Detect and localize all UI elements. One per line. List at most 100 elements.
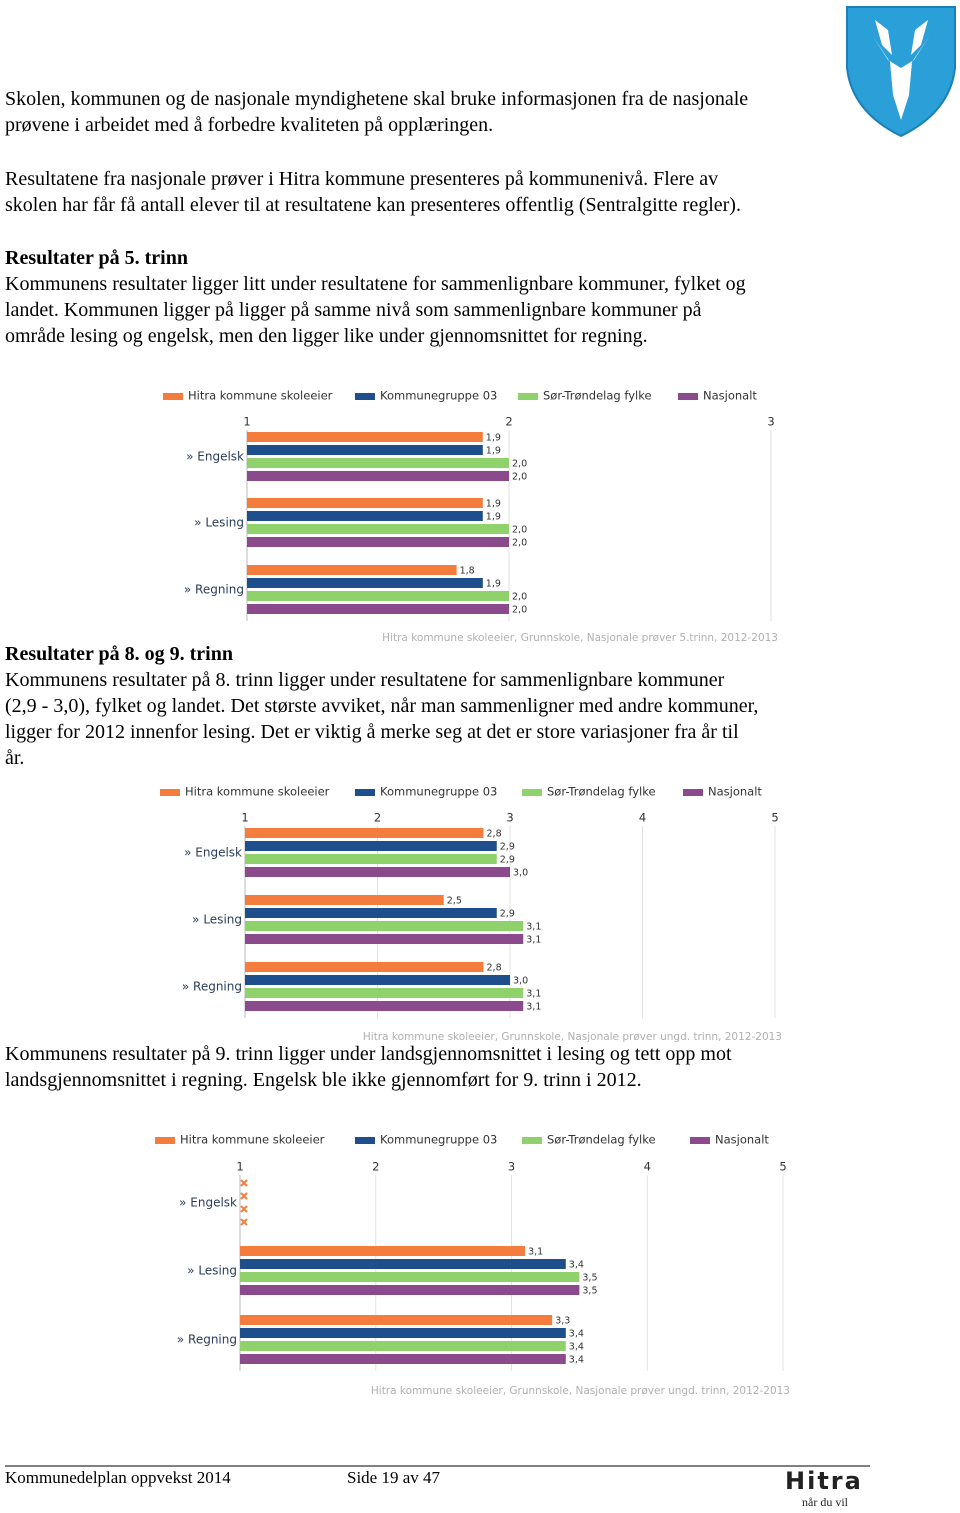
footer-left: Kommunedelplan oppvekst 2014	[5, 1468, 231, 1487]
value-label: 2,0	[512, 472, 527, 483]
value-label: 2,9	[500, 855, 515, 866]
bar	[240, 1341, 566, 1351]
bar	[245, 854, 497, 864]
legend-swatch	[355, 789, 375, 796]
x-tick-label: 3	[508, 1160, 515, 1174]
paragraph-line: Resultatene fra nasjonale prøver i Hitra…	[5, 168, 718, 190]
bar	[245, 921, 524, 931]
bar	[247, 458, 509, 468]
bar	[247, 432, 483, 442]
paragraph-line: landet. Kommunen ligger på ligger på sam…	[5, 299, 702, 321]
bar	[247, 565, 457, 575]
value-label: 1,8	[460, 566, 475, 577]
value-label: 2,0	[512, 592, 527, 603]
value-label: 2,9	[500, 909, 515, 920]
bar	[245, 962, 484, 972]
missing-marker	[240, 1218, 248, 1226]
bar	[240, 1272, 580, 1282]
category-label: » Regning	[184, 583, 244, 597]
bar	[247, 445, 483, 455]
chart-source: Hitra kommune skoleeier, Grunnskole, Nas…	[371, 1385, 790, 1397]
paragraph-line: ligger for 2012 innenfor lesing. Det er …	[5, 721, 739, 743]
value-label: 3,4	[569, 1342, 584, 1353]
category-label: » Engelsk	[186, 450, 244, 464]
section-heading: Resultater på 8. og 9. trinn	[5, 643, 233, 665]
legend-swatch	[683, 789, 703, 796]
footer-slogan: når du vil	[802, 1495, 849, 1509]
legend-label: Hitra kommune skoleeier	[185, 785, 330, 799]
value-label: 1,9	[486, 579, 501, 590]
bar	[240, 1285, 580, 1295]
legend-swatch	[522, 789, 542, 796]
legend-swatch	[355, 1137, 375, 1144]
footer-logo: Hitra	[785, 1467, 863, 1495]
value-label: 1,9	[486, 499, 501, 510]
x-tick-label: 3	[506, 811, 513, 825]
x-tick-label: 5	[771, 811, 778, 825]
bar	[240, 1354, 566, 1364]
value-label: 2,8	[487, 963, 502, 974]
bar	[247, 498, 483, 508]
value-label: 3,3	[555, 1316, 570, 1327]
bar	[245, 867, 510, 877]
x-tick-label: 4	[644, 1160, 651, 1174]
legend-swatch	[163, 393, 183, 400]
value-label: 2,0	[512, 538, 527, 549]
paragraph-line: landsgjennomsnittet i regning. Engelsk b…	[5, 1069, 642, 1091]
legend-label: Hitra kommune skoleeier	[180, 1133, 325, 1147]
missing-marker	[240, 1192, 248, 1200]
bar	[245, 828, 484, 838]
value-label: 2,5	[447, 896, 462, 907]
legend-swatch	[522, 1137, 542, 1144]
chart-source: Hitra kommune skoleeier, Grunnskole, Nas…	[382, 632, 778, 644]
bar	[240, 1246, 526, 1256]
category-label: » Lesing	[192, 913, 242, 927]
bar	[247, 537, 509, 547]
bar	[240, 1315, 553, 1325]
legend-swatch	[690, 1137, 710, 1144]
value-label: 3,4	[569, 1355, 584, 1366]
legend-label: Nasjonalt	[715, 1133, 769, 1147]
footer-page: Side 19 av 47	[347, 1468, 441, 1487]
paragraph-line: år.	[5, 747, 24, 769]
value-label: 2,9	[500, 842, 515, 853]
value-label: 1,9	[486, 433, 501, 444]
value-label: 1,9	[486, 512, 501, 523]
bar	[247, 578, 483, 588]
legend-label: Kommunegruppe 03	[380, 785, 497, 799]
category-label: » Lesing	[187, 1264, 237, 1278]
legend-label: Sør-Trøndelag fylke	[543, 389, 652, 403]
crest	[846, 6, 956, 138]
value-label: 3,1	[526, 935, 541, 946]
paragraph-line: skolen har får få antall elever til at r…	[5, 194, 741, 216]
legend-swatch	[160, 789, 180, 796]
bar	[240, 1259, 566, 1269]
category-label: » Regning	[177, 1333, 237, 1347]
legend-swatch	[355, 393, 375, 400]
x-tick-label: 1	[241, 811, 248, 825]
missing-marker	[240, 1179, 248, 1187]
value-label: 3,1	[526, 1002, 541, 1013]
bar	[245, 934, 524, 944]
bar	[245, 988, 524, 998]
paragraph-line: Kommunens resultater på 8. trinn ligger …	[5, 669, 725, 691]
paragraph-line: Kommunens resultater ligger litt under r…	[5, 273, 746, 295]
paragraph-line: prøvene i arbeidet med å forbedre kvalit…	[5, 114, 493, 136]
legend-swatch	[518, 393, 538, 400]
category-label: » Lesing	[194, 516, 244, 530]
bar	[247, 471, 509, 481]
bar	[247, 604, 509, 614]
value-label: 3,4	[569, 1329, 584, 1340]
bar	[240, 1328, 566, 1338]
legend-label: Sør-Trøndelag fylke	[547, 1133, 656, 1147]
paragraph-line: Skolen, kommunen og de nasjonale myndigh…	[5, 88, 748, 110]
legend-label: Sør-Trøndelag fylke	[547, 785, 656, 799]
bar	[245, 895, 444, 905]
paragraph-line: område lesing og engelsk, men den ligger…	[5, 325, 648, 347]
value-label: 3,0	[513, 976, 528, 987]
legend-label: Nasjonalt	[703, 389, 757, 403]
bar	[247, 524, 509, 534]
x-tick-label: 1	[243, 415, 250, 429]
